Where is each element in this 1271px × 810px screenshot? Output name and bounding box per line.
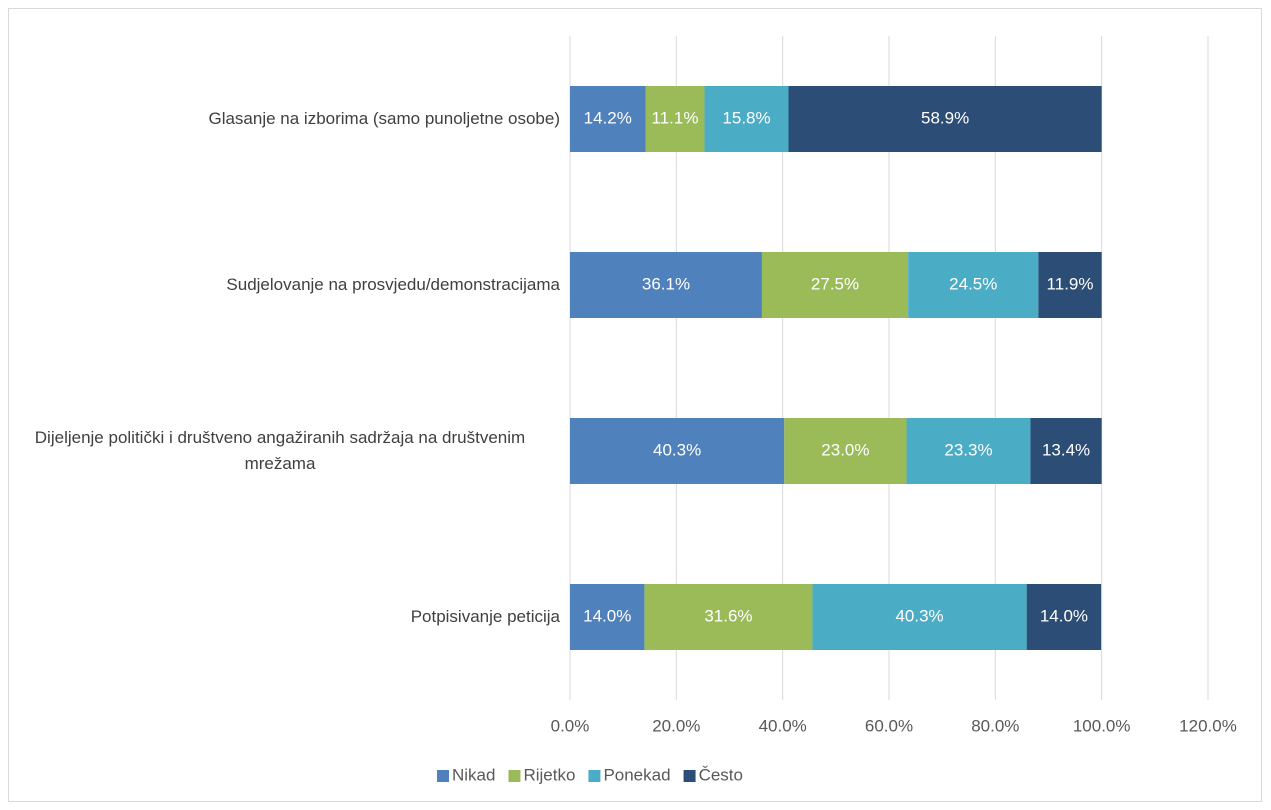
category-label: Sudjelovanje na prosvjedu/demonstracijam… [226, 275, 560, 294]
bar-segment [1026, 584, 1102, 650]
legend-label: Ponekad [603, 765, 670, 784]
data-label: 36.1% [642, 274, 690, 293]
bar-segment [1038, 252, 1102, 318]
data-label: 27.5% [811, 274, 859, 293]
x-tick-label: 100.0% [1073, 716, 1131, 735]
x-tick-label: 120.0% [1179, 716, 1237, 735]
legend-swatch [437, 770, 449, 782]
data-label: 11.9% [1047, 274, 1094, 293]
bar-segment [788, 86, 1102, 152]
data-label: 58.9% [921, 108, 969, 127]
legend-swatch [588, 770, 601, 782]
x-tick-label: 40.0% [759, 716, 807, 735]
data-label: 14.0% [583, 606, 631, 625]
data-label: 23.0% [821, 440, 869, 459]
data-label: 14.0% [1040, 606, 1088, 625]
bar-segment [1030, 418, 1102, 484]
data-label: 14.2% [584, 108, 632, 127]
x-tick-label: 0.0% [551, 716, 590, 735]
legend-swatch [683, 770, 696, 782]
bar-segment [644, 584, 813, 650]
data-label: 13.4% [1042, 440, 1090, 459]
bar-segment [645, 86, 705, 152]
bar-segment [570, 252, 762, 318]
data-label: 11.1% [652, 108, 699, 127]
chart-frame [8, 8, 1262, 802]
bar-segment [908, 252, 1039, 318]
x-tick-label: 60.0% [865, 716, 913, 735]
bar-segment [570, 86, 646, 152]
x-tick-label: 20.0% [652, 716, 700, 735]
legend-swatch [508, 770, 521, 782]
x-tick-label: 80.0% [971, 716, 1019, 735]
category-label: Potpisivanje peticija [410, 607, 560, 626]
data-label: 15.8% [722, 108, 770, 127]
data-label: 40.3% [653, 440, 701, 459]
legend-label: Često [699, 765, 743, 784]
bar-segment [570, 418, 785, 484]
data-label: 31.6% [704, 606, 752, 625]
category-label: Glasanje na izborima (samo punoljetne os… [208, 109, 560, 128]
bar-segment [570, 584, 645, 650]
bar-segment [906, 418, 1031, 484]
bar-segment [761, 252, 909, 318]
data-label: 23.3% [944, 440, 992, 459]
bar-segment [812, 584, 1027, 650]
data-label: 24.5% [949, 274, 997, 293]
legend-label: Nikad [452, 765, 495, 784]
bar-segment [704, 86, 789, 152]
category-label: Dijeljenje politički i društveno angažir… [34, 428, 526, 473]
legend-label: Rijetko [523, 765, 575, 784]
bar-segment [784, 418, 907, 484]
data-label: 40.3% [895, 606, 943, 625]
